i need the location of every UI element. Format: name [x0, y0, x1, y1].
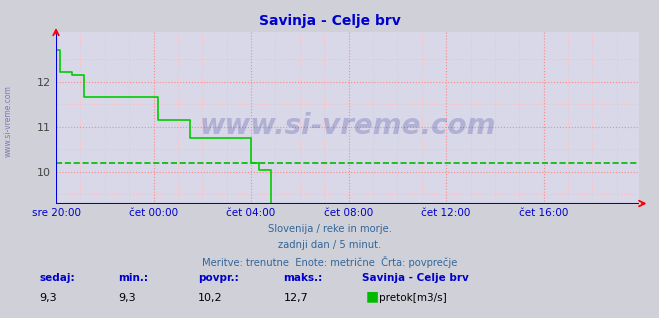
Text: min.:: min.:: [119, 273, 149, 283]
Text: 9,3: 9,3: [119, 293, 136, 302]
Text: zadnji dan / 5 minut.: zadnji dan / 5 minut.: [278, 240, 381, 250]
Text: 12,7: 12,7: [283, 293, 308, 302]
Text: 10,2: 10,2: [198, 293, 222, 302]
Text: Slovenija / reke in morje.: Slovenija / reke in morje.: [268, 224, 391, 234]
Text: ■: ■: [366, 289, 379, 303]
Text: www.si-vreme.com: www.si-vreme.com: [200, 112, 496, 140]
Text: Savinja - Celje brv: Savinja - Celje brv: [362, 273, 469, 283]
Text: sedaj:: sedaj:: [40, 273, 75, 283]
Text: Meritve: trenutne  Enote: metrične  Črta: povprečje: Meritve: trenutne Enote: metrične Črta: …: [202, 256, 457, 268]
Text: Savinja - Celje brv: Savinja - Celje brv: [258, 14, 401, 28]
Text: povpr.:: povpr.:: [198, 273, 239, 283]
Text: 9,3: 9,3: [40, 293, 57, 302]
Text: www.si-vreme.com: www.si-vreme.com: [3, 85, 13, 157]
Text: maks.:: maks.:: [283, 273, 323, 283]
Text: pretok[m3/s]: pretok[m3/s]: [379, 293, 447, 302]
